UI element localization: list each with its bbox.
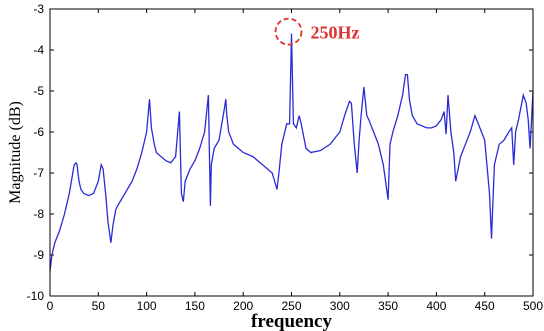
magnitude-series-line bbox=[49, 33, 534, 272]
y-axis-label: Magnitude (dB) bbox=[7, 101, 24, 204]
y-tick-label: -3 bbox=[33, 2, 44, 16]
y-tick-label: -9 bbox=[33, 248, 44, 262]
peak-annotation-label: 250Hz bbox=[311, 23, 360, 43]
x-tick-label: 50 bbox=[92, 299, 106, 313]
y-tick-label: -10 bbox=[27, 289, 45, 303]
x-tick-label: 150 bbox=[185, 299, 205, 313]
y-tick-label: -6 bbox=[33, 125, 44, 139]
y-tick-label: -7 bbox=[33, 166, 44, 180]
x-tick-label: 450 bbox=[475, 299, 495, 313]
plot-frame bbox=[49, 8, 534, 297]
x-tick-label: 200 bbox=[233, 299, 253, 313]
x-tick-label: 500 bbox=[523, 299, 543, 313]
axis-tick-labels: 0 50 100 150 200 250 300 350 400 450 500 -10 -9 -8 -7 -… bbox=[27, 2, 544, 313]
y-tick-label: -5 bbox=[33, 84, 44, 98]
x-tick-label: 350 bbox=[378, 299, 398, 313]
y-tick-label: -4 bbox=[33, 43, 44, 57]
peak-highlight-circle bbox=[274, 17, 303, 46]
x-tick-label: 0 bbox=[47, 299, 54, 313]
x-tick-label: 250 bbox=[281, 299, 301, 313]
x-axis-label: frequency bbox=[251, 311, 332, 331]
x-tick-label: 100 bbox=[137, 299, 157, 313]
x-tick-label: 400 bbox=[426, 299, 446, 313]
y-tick-label: -8 bbox=[33, 207, 44, 221]
x-tick-label: 300 bbox=[330, 299, 350, 313]
